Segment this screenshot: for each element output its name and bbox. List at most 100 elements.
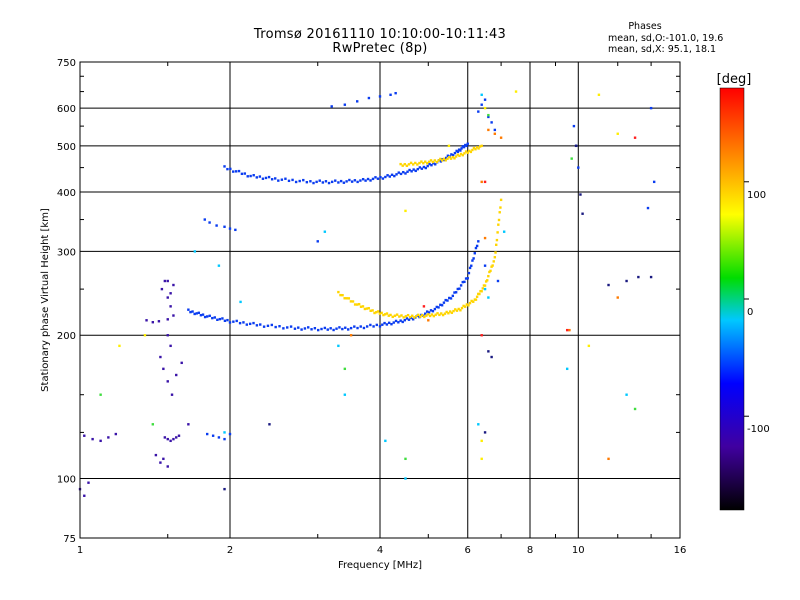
data-point <box>211 434 215 437</box>
data-point <box>166 465 169 468</box>
data-point <box>371 309 374 312</box>
data-point <box>480 457 483 461</box>
data-point <box>449 297 453 300</box>
data-point <box>361 177 365 181</box>
data-point <box>362 326 366 330</box>
data-point <box>438 313 441 317</box>
phase-stats-x-mode: mean, sd,X: 95.1, 18.1 <box>608 44 717 55</box>
data-point <box>460 147 463 150</box>
data-point <box>193 250 197 253</box>
data-point <box>364 179 367 182</box>
data-point <box>487 115 490 119</box>
data-point <box>270 323 274 327</box>
data-point <box>399 162 402 166</box>
data-point <box>399 172 403 176</box>
data-point <box>454 291 458 294</box>
data-point <box>294 180 298 184</box>
data-point <box>429 159 433 162</box>
data-point <box>483 284 487 287</box>
data-point <box>384 439 387 443</box>
data-point <box>159 461 162 464</box>
data-point <box>87 481 90 484</box>
data-point <box>387 321 391 325</box>
data-point <box>300 328 303 331</box>
data-point <box>357 302 361 306</box>
data-point <box>353 325 356 328</box>
x-tick-label: 1 <box>77 545 83 556</box>
data-point <box>454 155 458 158</box>
data-point <box>475 244 479 248</box>
data-point <box>385 323 389 326</box>
data-point <box>407 318 411 321</box>
data-point <box>145 319 148 322</box>
chart-title: Tromsø 20161110 10:10:00-10:11:43 <box>253 27 507 42</box>
data-point <box>444 298 447 302</box>
data-point <box>361 305 365 308</box>
data-point <box>480 93 483 96</box>
data-point <box>474 298 478 301</box>
data-point <box>502 230 506 233</box>
x-axis-label: Frequency [MHz] <box>338 560 422 571</box>
data-point <box>346 328 350 331</box>
data-point <box>470 299 473 303</box>
data-point <box>499 198 503 202</box>
data-point <box>356 326 359 330</box>
data-point <box>349 334 353 337</box>
y-tick-label: 400 <box>57 188 76 199</box>
data-point <box>345 297 348 300</box>
data-point <box>449 157 453 160</box>
data-point <box>471 259 474 262</box>
data-point <box>353 179 357 182</box>
data-point <box>448 310 452 313</box>
data-point <box>442 301 446 304</box>
data-point <box>390 173 394 177</box>
data-point <box>422 161 425 165</box>
data-point <box>403 318 407 322</box>
data-point <box>401 164 404 167</box>
data-point <box>99 393 102 396</box>
data-point <box>471 148 474 152</box>
data-point <box>223 487 226 491</box>
data-point <box>234 170 238 173</box>
chart-subtitle: RwPretec (8p) <box>332 41 428 56</box>
data-point <box>175 373 178 377</box>
data-point <box>437 159 440 162</box>
data-point <box>565 367 569 371</box>
axis-ticks: 1 2 4 6 8 10 16 75 100 200 300 400 500 600 750 <box>57 58 686 556</box>
data-point <box>607 283 610 287</box>
data-point <box>341 327 344 331</box>
data-point <box>235 319 238 323</box>
data-point <box>223 165 226 168</box>
data-point <box>169 305 172 308</box>
data-point <box>376 177 380 180</box>
data-point <box>363 307 367 311</box>
data-point <box>394 319 398 323</box>
data-point <box>195 312 198 315</box>
data-point <box>389 313 392 317</box>
data-point <box>477 423 480 426</box>
y-tick-label: 750 <box>57 58 76 69</box>
colorbar-tick-label: 0 <box>747 307 753 318</box>
data-point <box>221 317 224 320</box>
x-tick-label: 2 <box>227 545 233 556</box>
data-point <box>197 311 201 314</box>
data-point <box>223 225 226 228</box>
data-point <box>187 308 190 311</box>
data-point <box>494 251 497 254</box>
data-point <box>434 313 437 316</box>
data-point <box>444 156 448 160</box>
data-point <box>208 314 211 318</box>
data-point <box>452 309 455 313</box>
data-point <box>405 317 409 320</box>
data-point <box>208 221 211 224</box>
data-point <box>397 321 400 324</box>
plot-frame <box>79 61 681 539</box>
data-points <box>78 90 656 497</box>
data-point <box>223 437 226 441</box>
data-point <box>402 170 405 174</box>
data-point <box>107 436 110 439</box>
data-point <box>450 311 454 315</box>
data-point <box>387 314 390 317</box>
data-point <box>143 334 147 337</box>
series-8 <box>118 90 619 461</box>
